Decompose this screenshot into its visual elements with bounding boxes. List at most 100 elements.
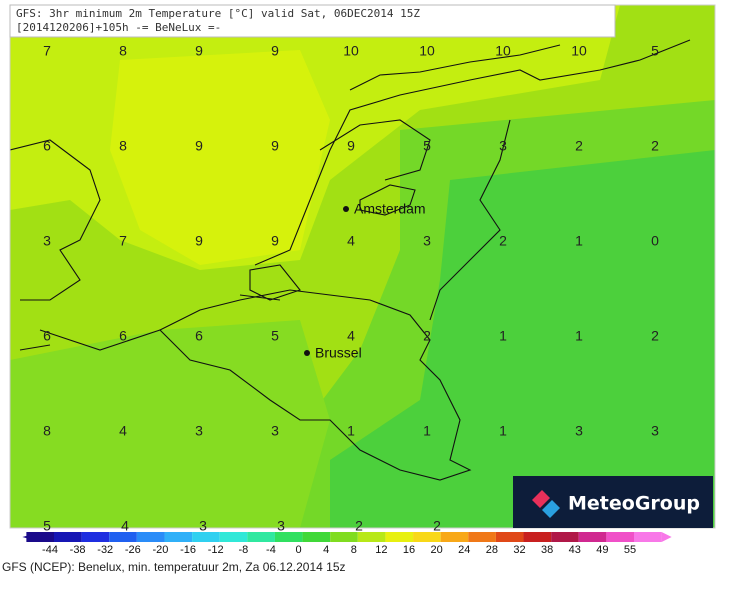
grid-value: 2	[355, 518, 363, 534]
colorbar-label: -44	[42, 544, 58, 556]
city-dot	[304, 350, 310, 356]
coastlines	[10, 39, 691, 481]
grid-value: 10	[343, 43, 359, 59]
colorbar-label: -38	[70, 544, 86, 556]
colorbar-label: -32	[97, 544, 113, 556]
header-line: [2014120206]+105h -= BeNeLux =-	[16, 21, 221, 34]
header-line: GFS: 3hr minimum 2m Temperature [°C] val…	[16, 7, 420, 20]
grid-value: 4	[119, 423, 127, 439]
colorbar-label: -20	[153, 544, 169, 556]
grid-value: 8	[119, 43, 127, 59]
grid-value: 1	[423, 423, 431, 439]
grid-value: 10	[495, 43, 511, 59]
colorbar-swatch	[551, 532, 579, 542]
colorbar-swatch	[357, 532, 386, 542]
colorbar-label: 32	[513, 544, 525, 556]
grid-value: 5	[651, 43, 659, 59]
map	[10, 5, 715, 528]
grid-value: 6	[43, 328, 51, 344]
grid-value: 9	[271, 43, 279, 59]
colorbar-swatch	[523, 532, 552, 542]
grid-value: 3	[651, 423, 659, 439]
colorbar-label: -16	[180, 544, 196, 556]
colorbar-swatch	[192, 532, 220, 542]
grid-value: 3	[423, 233, 431, 249]
logo-icon	[542, 500, 560, 518]
grid-value: 9	[271, 233, 279, 249]
colorbar-swatch	[81, 532, 110, 542]
grid-value: 1	[499, 328, 507, 344]
city-dot	[343, 206, 349, 212]
grid-value: 3	[199, 518, 207, 534]
grid-value: 10	[419, 43, 435, 59]
grid-value: 0	[651, 233, 659, 249]
grid-value: 5	[423, 138, 431, 154]
colorbar-swatch	[606, 532, 634, 542]
colorbar-swatch	[440, 532, 469, 542]
colorbar-swatch	[413, 532, 441, 542]
colorbar-label: -26	[125, 544, 141, 556]
colorbar-swatch	[219, 532, 248, 542]
colorbar-swatch	[247, 532, 275, 542]
colorbar-swatch	[495, 532, 524, 542]
colorbar-label: 28	[486, 544, 498, 556]
grid-value: 9	[195, 233, 203, 249]
grid-value: 3	[575, 423, 583, 439]
grid-value: 6	[43, 138, 51, 154]
colorbar-arrow	[661, 532, 672, 542]
colorbar-label: 55	[624, 544, 636, 556]
grid-value: 4	[121, 518, 129, 534]
colorbar-label: 38	[541, 544, 553, 556]
grid-value: 10	[571, 43, 587, 59]
colorbar-swatch	[136, 532, 165, 542]
grid-value: 7	[119, 233, 127, 249]
logo-icon	[532, 490, 550, 508]
grid-value: 4	[347, 328, 355, 344]
caption: GFS (NCEP): Benelux, min. temperatuur 2m…	[2, 560, 346, 574]
colorbar-label: 49	[596, 544, 608, 556]
colorbar-swatch	[468, 532, 496, 542]
grid-value: 7	[43, 43, 51, 59]
grid-value: 9	[271, 138, 279, 154]
grid-value: 1	[499, 423, 507, 439]
logo-text: MeteoGroup	[568, 493, 700, 515]
grid-value: 9	[347, 138, 355, 154]
grid-value: 5	[271, 328, 279, 344]
grid-value: 9	[195, 138, 203, 154]
grid-value: 3	[277, 518, 285, 534]
colorbar-label: 16	[403, 544, 415, 556]
colorbar-swatch	[578, 532, 607, 542]
header-box	[9, 4, 616, 38]
grid-value: 6	[119, 328, 127, 344]
colorbar-swatch	[164, 532, 193, 542]
grid-value: 3	[43, 233, 51, 249]
colorbar-label: 24	[458, 544, 470, 556]
grid-value: 2	[651, 138, 659, 154]
colorbar-swatch	[274, 532, 303, 542]
grid-value: 3	[499, 138, 507, 154]
colorbar-swatch	[330, 532, 358, 542]
colorbar-swatch	[634, 532, 662, 542]
grid-value: 2	[651, 328, 659, 344]
grid-value: 5	[43, 518, 51, 534]
colorbar-label: -8	[238, 544, 248, 556]
grid-value: 2	[499, 233, 507, 249]
colorbar-label: 12	[375, 544, 387, 556]
grid-value: 3	[195, 423, 203, 439]
grid-value: 1	[575, 328, 583, 344]
grid-value: 3	[271, 423, 279, 439]
colorbar-label: -12	[208, 544, 224, 556]
colorbar-label: 0	[296, 544, 302, 556]
colorbar-label: 20	[431, 544, 443, 556]
grid-value: 1	[347, 423, 355, 439]
colorbar-swatch	[302, 532, 331, 542]
colorbar-label: 8	[351, 544, 357, 556]
grid-value: 4	[347, 233, 355, 249]
colorbar-swatch	[385, 532, 414, 542]
colorbar-label: 43	[569, 544, 581, 556]
city-label: Brussel	[315, 345, 362, 361]
grid-value: 9	[195, 43, 203, 59]
grid-value: 2	[423, 328, 431, 344]
